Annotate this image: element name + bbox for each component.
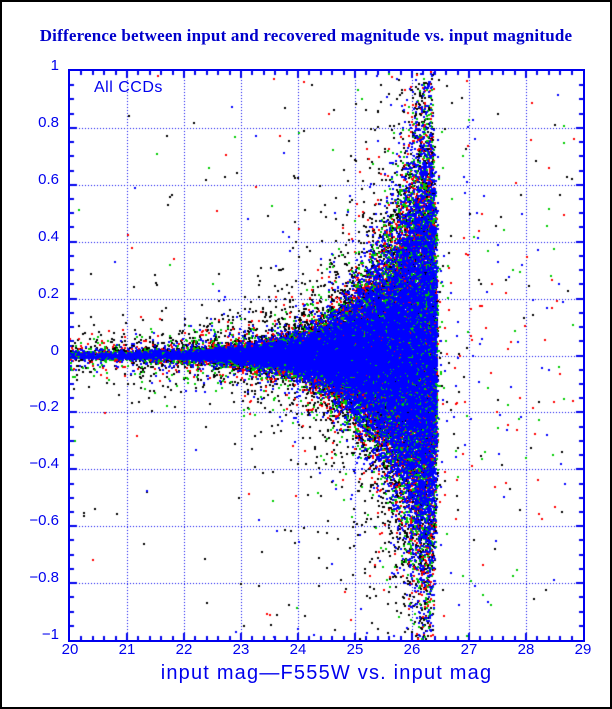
x-tick-label: 29 <box>574 641 592 658</box>
x-tick-label: 22 <box>175 641 193 658</box>
y-tick-label: −1 <box>41 626 59 643</box>
y-tick-label: −0.2 <box>29 398 59 416</box>
y-tick-label: 0 <box>50 341 59 359</box>
x-tick-label: 26 <box>403 641 421 658</box>
y-tick-label: 0.8 <box>38 113 59 131</box>
x-tick-label: 21 <box>118 641 136 658</box>
x-tick-label: 28 <box>517 641 535 658</box>
y-tick-label: 1 <box>50 57 59 74</box>
x-tick-label: 23 <box>232 641 250 658</box>
x-tick-label: 20 <box>61 641 79 658</box>
chart-title: Difference between input and recovered m… <box>39 26 573 45</box>
x-tick-label: 27 <box>460 641 478 658</box>
y-tick-label: −0.8 <box>29 569 59 587</box>
plot-annotation: All CCDs <box>94 79 163 96</box>
y-tick-label: 0.2 <box>38 284 59 302</box>
y-tick-label: −0.4 <box>29 455 59 473</box>
y-tick-label: 0.6 <box>38 170 59 188</box>
scatter-canvas <box>70 71 583 640</box>
x-tick-label: 25 <box>346 641 364 658</box>
y-tick-label: −0.6 <box>29 512 59 530</box>
x-tick-label: 24 <box>289 641 307 658</box>
x-axis-label: input mag—F555W vs. input mag <box>160 662 493 684</box>
plot-frame: All CCDs <box>68 69 585 642</box>
y-tick-label: 0.4 <box>38 227 59 245</box>
